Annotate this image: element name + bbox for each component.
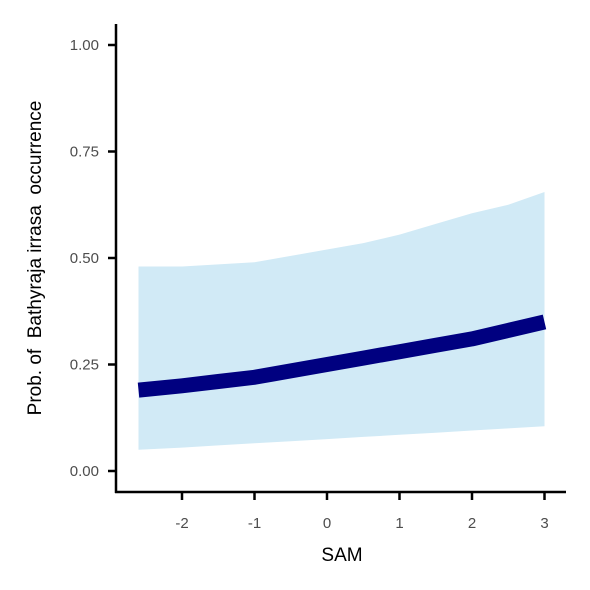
y-tick-label: 1.00 — [70, 37, 99, 54]
y-tick-label: 0.00 — [70, 463, 99, 480]
y-tick-label: 0.50 — [70, 250, 99, 267]
x-tick-label: 1 — [395, 515, 403, 532]
fitted-line — [137, 314, 547, 398]
x-tick-label: -2 — [175, 515, 188, 532]
x-tick-label: 3 — [540, 515, 548, 532]
x-axis-title: SAM — [321, 545, 362, 566]
ticks: 0.00 0.25 0.50 0.75 1.00 -2 -1 0 1 2 3 — [70, 37, 549, 532]
x-tick-label: -1 — [248, 515, 261, 532]
y-tick-label: 0.25 — [70, 357, 99, 374]
confidence-band-layer — [138, 192, 545, 450]
confidence-band — [138, 192, 545, 450]
y-tick-label: 0.75 — [70, 144, 99, 161]
fit-line-layer — [137, 314, 547, 398]
y-axis-title: Prob. of Bathyraja irrasa occurrence — [25, 101, 46, 416]
x-tick-label: 0 — [323, 515, 331, 532]
x-tick-label: 2 — [468, 515, 476, 532]
